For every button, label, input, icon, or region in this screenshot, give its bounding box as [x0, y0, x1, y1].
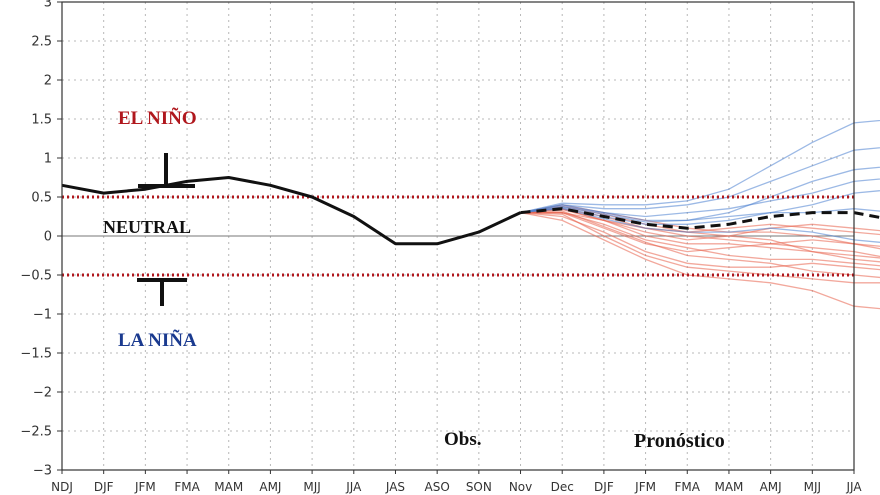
annotations: EL NIÑO NEUTRAL LA NIÑA Obs. Pronóstico [103, 107, 725, 452]
y-tick-label: 2.5 [31, 35, 52, 50]
ensemble-member-blue [520, 166, 880, 223]
y-tick-label: 3 [44, 0, 52, 11]
el-nino-label: EL NIÑO [118, 107, 197, 129]
ensemble-member-red [520, 211, 880, 253]
y-tick-label: −2 [33, 386, 52, 401]
ensemble-member-blue [520, 147, 880, 214]
ensemble-lines [520, 119, 880, 310]
ensemble-member-red [520, 211, 880, 284]
ensemble-member-blue [520, 119, 880, 214]
la-nina-label: LA NIÑA [118, 329, 197, 351]
ensemble-member-red [520, 208, 880, 259]
neutral-label: NEUTRAL [103, 217, 191, 237]
x-tick-label: Nov [509, 480, 532, 494]
ensemble-member-red [520, 210, 880, 279]
x-tick-label: DJF [594, 480, 614, 494]
y-tick-label: 0 [44, 230, 52, 245]
y-tick-label: 1.5 [31, 113, 52, 128]
ensemble-member-red [520, 211, 880, 271]
x-tick-label: AMJ [760, 480, 782, 494]
y-tick-label: 1 [44, 152, 52, 167]
ensemble-member-red [520, 211, 880, 236]
y-tick-label: −3 [33, 464, 52, 479]
x-tick-label: Dec [551, 480, 574, 494]
y-tick-label: −0.5 [20, 269, 52, 284]
x-tick-label: JJA [845, 480, 862, 494]
ensemble-member-blue [520, 190, 880, 225]
y-tick-label: −1 [33, 308, 52, 323]
x-tick-label: FMA [174, 480, 200, 494]
x-tick-label: MAM [714, 480, 743, 494]
x-tick-label: MJJ [804, 480, 821, 494]
forecast-label: Pronóstico [634, 430, 725, 452]
main-lines [61, 176, 880, 277]
x-tick-label: JJA [345, 480, 362, 494]
y-tick-label: 2 [44, 74, 52, 89]
y-tick-label: 0.5 [31, 191, 52, 206]
x-tick-label: JFM [134, 480, 156, 494]
y-tick-label: −1.5 [20, 347, 52, 362]
x-tick-label: MAM [214, 480, 243, 494]
x-tick-label: MJJ [303, 480, 320, 494]
x-tick-label: JFM [634, 480, 656, 494]
x-tick-label: AMJ [259, 480, 281, 494]
ensemble-member-blue [520, 208, 880, 243]
x-tick-label: JAS [385, 480, 405, 494]
x-tick-label: SON [466, 480, 492, 494]
x-tick-label: ASO [425, 480, 450, 494]
y-tick-label: −2.5 [20, 425, 52, 440]
x-tick-label: DJF [94, 480, 114, 494]
observed-line [61, 176, 522, 246]
x-tick-label: NDJ [51, 480, 73, 494]
ensemble-member-blue [520, 204, 880, 222]
ensemble-member-red [520, 211, 880, 310]
plot-frame [61, 1, 855, 471]
x-tick-label: FMA [675, 480, 701, 494]
obs-label: Obs. [444, 429, 482, 450]
ensemble-member-blue [520, 178, 880, 218]
